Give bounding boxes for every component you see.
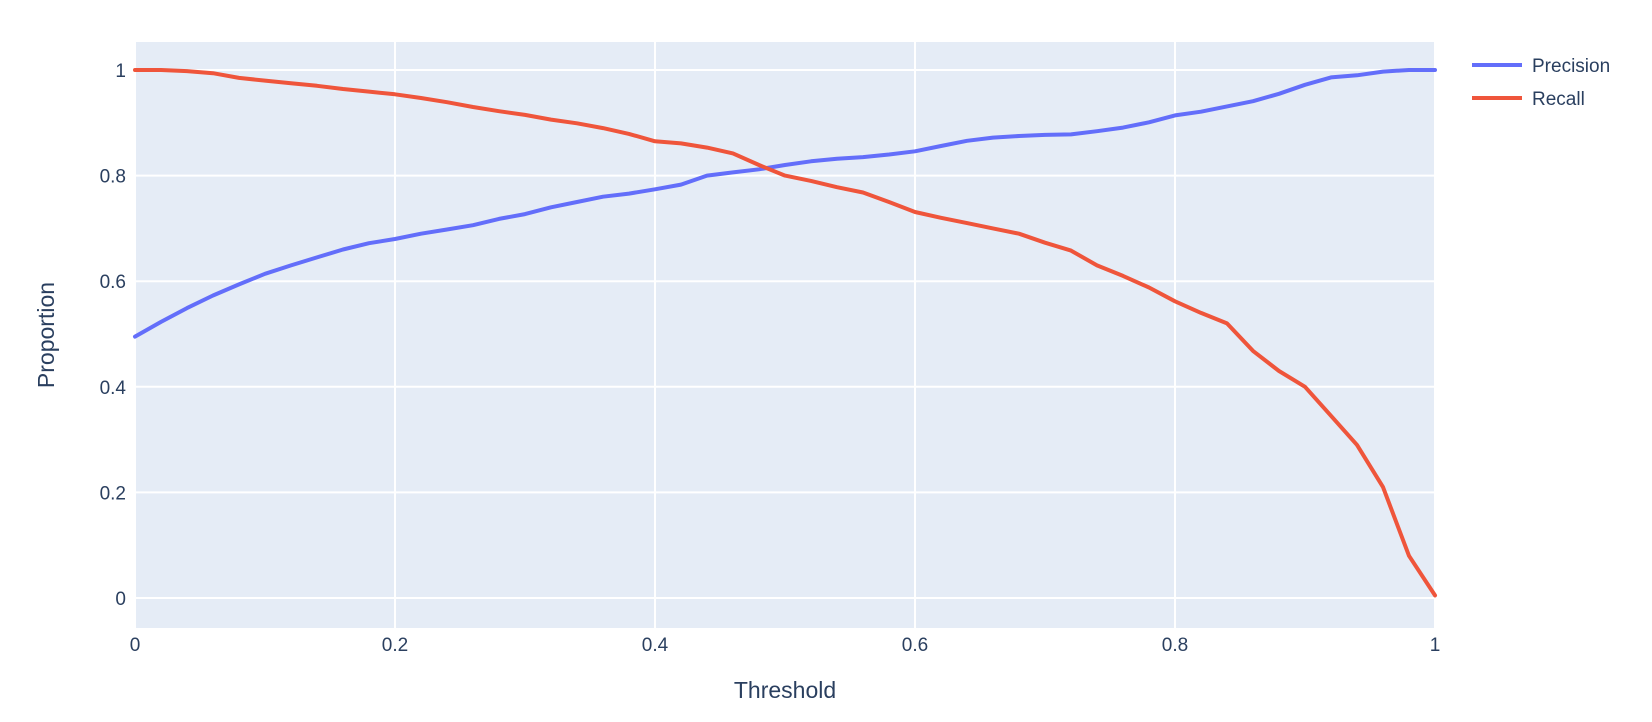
y-tick-label: 0.6	[100, 272, 126, 293]
legend-label-precision: Precision	[1532, 56, 1610, 77]
x-tick-label: 0.2	[382, 635, 408, 656]
x-tick-label: 0.4	[642, 635, 669, 656]
legend-label-recall: Recall	[1532, 89, 1585, 110]
x-tick-label: 0	[130, 635, 141, 656]
recall-line[interactable]	[133, 68, 1437, 598]
legend-item-recall[interactable]: Recall	[1472, 89, 1585, 110]
y-axis-tick-labels: 0 0.2 0.4 0.6 0.8 1	[100, 61, 127, 610]
y-tick-label: 0.4	[100, 378, 127, 399]
x-tick-label: 0.8	[1162, 635, 1188, 656]
y-tick-label: 0.2	[100, 483, 126, 504]
x-tick-label: 0.6	[902, 635, 928, 656]
x-axis-tick-labels: 0 0.2 0.4 0.6 0.8 1	[130, 635, 1441, 656]
y-tick-label: 1	[115, 61, 126, 82]
x-tick-label: 1	[1430, 635, 1441, 656]
x-axis-title: Threshold	[734, 677, 836, 703]
precision-line[interactable]	[133, 68, 1437, 339]
y-axis-title: Proportion	[33, 282, 59, 388]
y-tick-label: 0.8	[100, 167, 126, 188]
plot-area[interactable]	[135, 42, 1435, 628]
legend: Precision Recall	[1472, 56, 1610, 110]
y-tick-label: 0	[115, 589, 126, 610]
legend-item-precision[interactable]: Precision	[1472, 56, 1610, 77]
